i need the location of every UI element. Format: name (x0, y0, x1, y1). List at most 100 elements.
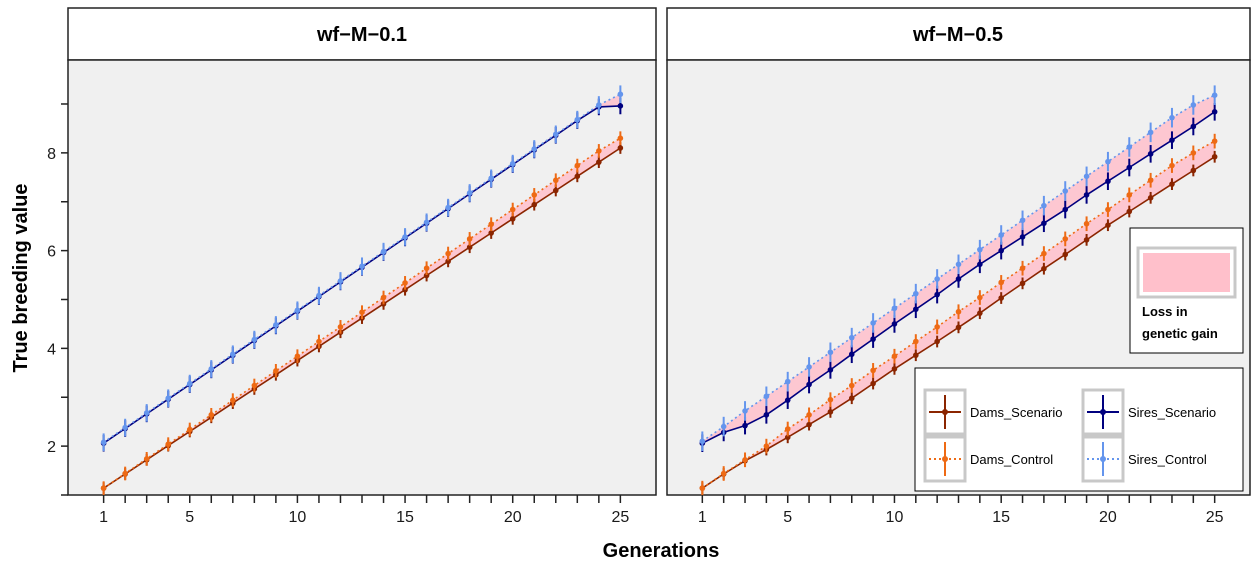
data-point (574, 162, 581, 169)
data-point (531, 201, 538, 208)
data-point (251, 336, 258, 343)
series-legend: Dams_Scenario Sires_Scenario Dams_Contro… (914, 367, 1244, 492)
data-point (143, 410, 150, 416)
x-axis-title: Generations (603, 540, 720, 562)
data-point (617, 135, 624, 142)
data-point (574, 116, 581, 123)
fill-legend-key-frame (1136, 246, 1237, 299)
data-point (848, 382, 855, 389)
data-point (100, 439, 107, 446)
data-point (891, 366, 898, 372)
data-point (998, 279, 1004, 286)
data-point (596, 159, 602, 165)
data-point (552, 177, 559, 184)
x-tick-label: 15 (992, 509, 1010, 526)
data-point (1211, 92, 1218, 98)
data-point (402, 280, 408, 286)
data-point (891, 353, 898, 359)
data-point (806, 381, 812, 388)
data-point (1211, 138, 1218, 144)
data-point (1062, 236, 1069, 242)
data-point (423, 265, 430, 272)
data-point (955, 308, 962, 315)
data-point (1062, 206, 1069, 213)
strip-right (666, 7, 1251, 61)
data-point (763, 393, 770, 400)
data-point (531, 146, 538, 152)
data-point (742, 422, 748, 429)
x-tick-label: 15 (396, 509, 414, 526)
data-point (742, 457, 748, 463)
data-point (1147, 151, 1154, 157)
data-point (913, 338, 919, 345)
data-point (165, 441, 172, 447)
data-point (359, 309, 365, 316)
data-point (998, 295, 1004, 301)
data-point (186, 426, 193, 433)
data-point (617, 91, 624, 98)
y-tick-label: 6 (47, 244, 56, 261)
data-point (977, 294, 983, 301)
data-point (208, 366, 215, 372)
data-point (827, 396, 834, 403)
data-point (1147, 177, 1154, 184)
data-point (1083, 173, 1090, 180)
data-point (1147, 195, 1154, 201)
legend-key-frame (1081, 388, 1125, 436)
fill-legend-label-line1: Loss in (1142, 304, 1188, 319)
data-point (827, 367, 834, 373)
data-point (870, 336, 876, 342)
data-point (1190, 123, 1197, 130)
data-point (316, 292, 322, 299)
x-tick-label: 10 (886, 509, 904, 526)
data-point (720, 423, 727, 430)
legend-key-frame (1081, 435, 1125, 483)
data-point (1019, 280, 1026, 287)
data-point (316, 338, 322, 345)
data-point (955, 261, 962, 268)
data-point (359, 263, 365, 270)
x-tick-label: 25 (611, 509, 629, 526)
legend-key-frame (923, 435, 967, 483)
x-tick-label: 25 (1206, 509, 1224, 526)
x-tick-label: 20 (1099, 509, 1117, 526)
data-point (617, 145, 624, 151)
data-point (806, 364, 812, 370)
data-point (531, 192, 538, 198)
data-point (848, 395, 855, 402)
data-point (1211, 153, 1218, 160)
data-point (423, 272, 430, 279)
legend-label-sires-control: Sires_Control (1128, 452, 1207, 467)
legend-label-dams-scenario: Dams_Scenario (970, 405, 1063, 420)
data-point (1169, 162, 1175, 169)
legend-item-sires-scenario: Sires_Scenario (1081, 388, 1216, 436)
data-point (445, 250, 451, 257)
data-point (1041, 220, 1047, 227)
data-point (955, 324, 962, 331)
data-point (1062, 251, 1069, 258)
data-point (763, 443, 770, 449)
data-point (1105, 206, 1111, 213)
data-point (1019, 217, 1026, 224)
data-point (100, 485, 107, 491)
data-point (870, 320, 876, 326)
data-point (934, 338, 940, 345)
data-point (466, 190, 473, 196)
data-point (1147, 129, 1154, 136)
legend-key-point (942, 456, 948, 462)
data-point (1126, 144, 1133, 150)
strip-title-left: wf−M−0.1 (316, 24, 407, 46)
data-point (1019, 265, 1026, 272)
series-dams-control (100, 131, 624, 495)
data-point (784, 378, 791, 385)
data-point (784, 397, 791, 403)
data-point (596, 102, 602, 108)
panel-right: wf−M−0.5 1 5 10 15 20 25 Loss in genetic gain… (666, 7, 1251, 526)
data-point (488, 230, 494, 236)
data-point (251, 382, 258, 389)
legend-key-point (1100, 456, 1106, 462)
data-point (870, 367, 876, 374)
data-point (1083, 237, 1090, 243)
